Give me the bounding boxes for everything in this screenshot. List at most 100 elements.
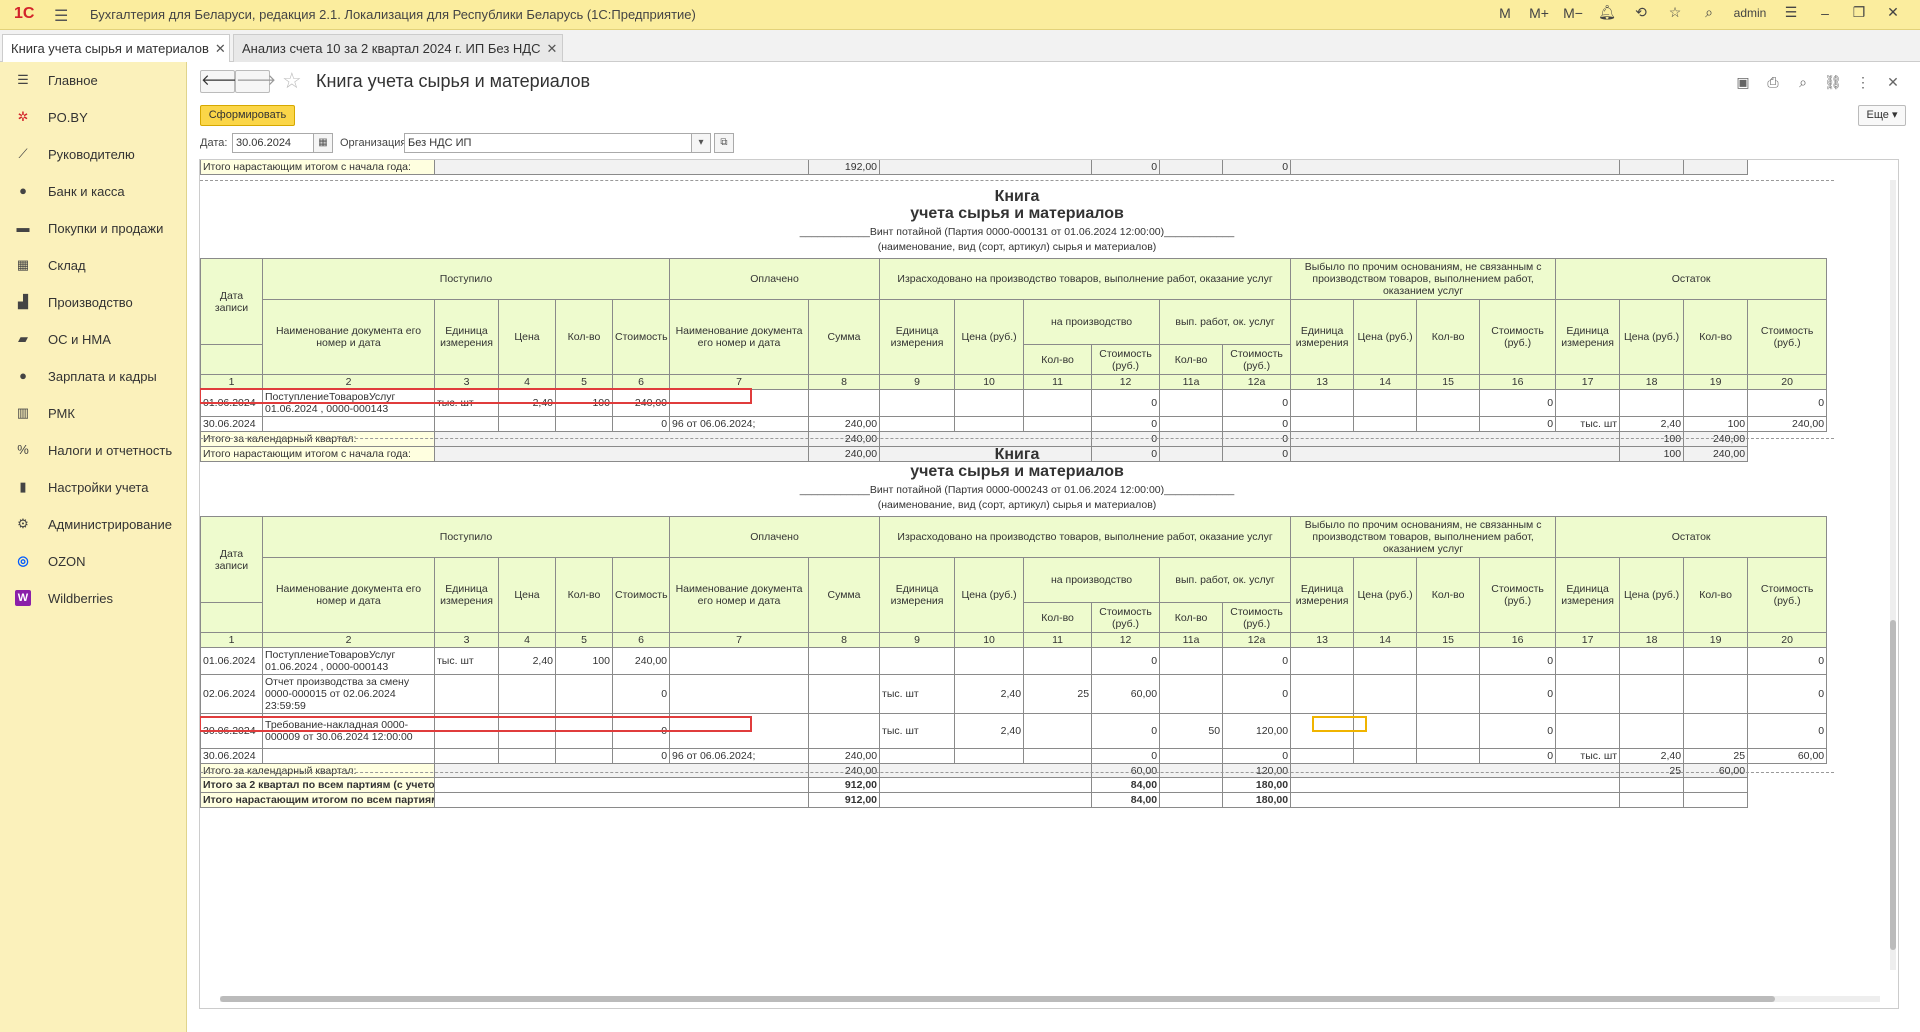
cell[interactable]: [1159, 674, 1224, 714]
cell[interactable]: 0: [1091, 160, 1161, 175]
cell[interactable]: [1619, 674, 1685, 714]
cell[interactable]: [1023, 748, 1093, 764]
cell[interactable]: Отчет производства за смену 0000-000015 …: [262, 674, 435, 714]
cell[interactable]: [1555, 389, 1621, 417]
cell[interactable]: [262, 748, 435, 764]
cell[interactable]: тыс. шт: [879, 674, 956, 714]
cell[interactable]: [1353, 416, 1418, 432]
cell[interactable]: [1683, 674, 1749, 714]
cell[interactable]: 0: [1222, 647, 1292, 675]
cell[interactable]: [434, 416, 499, 432]
cell[interactable]: 0: [1747, 389, 1828, 417]
cell[interactable]: 25: [1619, 763, 1685, 779]
cell[interactable]: 0: [1091, 713, 1161, 749]
memory-minus-button[interactable]: M−: [1563, 4, 1583, 21]
cell[interactable]: 0: [1222, 446, 1292, 462]
cell[interactable]: [1416, 389, 1481, 417]
close-tab-icon[interactable]: ✕: [546, 41, 558, 56]
cell[interactable]: тыс. шт: [1555, 416, 1621, 432]
sidebar-item-director[interactable]: ⟋ Руководителю: [0, 136, 187, 173]
sidebar-item-poby[interactable]: ✲ PO.BY: [0, 99, 187, 136]
cell[interactable]: [1353, 647, 1418, 675]
cell[interactable]: [1353, 389, 1418, 417]
cell[interactable]: [555, 748, 613, 764]
open-icon[interactable]: ⧉: [714, 133, 734, 153]
cell[interactable]: [1416, 416, 1481, 432]
cell[interactable]: [1416, 647, 1481, 675]
settings-menu-icon[interactable]: ☰: [1784, 4, 1798, 20]
cell[interactable]: 0: [1091, 446, 1161, 462]
cell[interactable]: [1683, 777, 1749, 793]
cell[interactable]: [1353, 748, 1418, 764]
cell[interactable]: 0: [1479, 713, 1557, 749]
cell[interactable]: 25: [1023, 674, 1093, 714]
cell[interactable]: 240,00: [808, 416, 881, 432]
cell[interactable]: [669, 674, 810, 714]
cell[interactable]: 240,00: [808, 446, 881, 462]
cell[interactable]: [1416, 748, 1481, 764]
cell[interactable]: 0: [1091, 431, 1161, 447]
cell[interactable]: 84,00: [1091, 792, 1161, 808]
cell[interactable]: тыс. шт: [434, 647, 499, 675]
main-menu-icon[interactable]: ☰: [54, 8, 69, 25]
scroll-thumb[interactable]: [1890, 620, 1896, 950]
link-icon[interactable]: ⛓: [1824, 74, 1842, 90]
horizontal-scrollbar[interactable]: [220, 996, 1880, 1002]
cell[interactable]: [1416, 674, 1481, 714]
cell[interactable]: [434, 748, 499, 764]
cell[interactable]: 50: [1159, 713, 1224, 749]
minimize-icon[interactable]: –: [1821, 4, 1829, 21]
cell[interactable]: 0: [1479, 674, 1557, 714]
cell[interactable]: 96 от 06.06.2024;: [669, 748, 810, 764]
cell[interactable]: [879, 748, 956, 764]
cell[interactable]: [808, 389, 881, 417]
cell[interactable]: [1619, 792, 1685, 808]
cell[interactable]: 0: [1222, 389, 1292, 417]
cell[interactable]: 0: [1091, 647, 1161, 675]
cell[interactable]: 0: [611, 748, 671, 764]
cell[interactable]: 0: [611, 416, 671, 432]
cell[interactable]: [1023, 647, 1093, 675]
cell[interactable]: 60,00: [1091, 674, 1161, 714]
sidebar-item-rmk[interactable]: ▥ РМК: [0, 395, 187, 432]
close-window-icon[interactable]: ✕: [1887, 4, 1899, 20]
cell[interactable]: 180,00: [1222, 777, 1292, 793]
cell[interactable]: [498, 748, 556, 764]
scroll-thumb[interactable]: [220, 996, 1775, 1002]
sidebar-item-production[interactable]: ▟ Производство: [0, 284, 187, 321]
cell[interactable]: 0: [1747, 647, 1828, 675]
cell[interactable]: 84,00: [1091, 777, 1161, 793]
print-icon[interactable]: ⎙: [1767, 74, 1779, 90]
cell[interactable]: [1555, 674, 1621, 714]
sidebar-item-assets[interactable]: ▰ ОС и НМА: [0, 321, 187, 358]
cell[interactable]: [1290, 748, 1355, 764]
cell[interactable]: [1683, 389, 1749, 417]
cell[interactable]: 60,00: [1747, 748, 1828, 764]
cell[interactable]: 100: [555, 647, 613, 675]
cell[interactable]: 0: [1222, 416, 1292, 432]
cell[interactable]: [1290, 389, 1355, 417]
cell[interactable]: [1619, 713, 1685, 749]
cell[interactable]: [498, 416, 556, 432]
cell[interactable]: 240,00: [1683, 446, 1749, 462]
close-icon[interactable]: ✕: [1887, 74, 1899, 90]
cell[interactable]: [669, 647, 810, 675]
sidebar-item-taxes[interactable]: % Налоги и отчетность: [0, 432, 187, 469]
cell[interactable]: 2,40: [954, 674, 1025, 714]
cell[interactable]: [1619, 777, 1685, 793]
cell[interactable]: 0: [1091, 389, 1161, 417]
cell[interactable]: [1683, 792, 1749, 808]
cell[interactable]: 0: [1091, 748, 1161, 764]
close-tab-icon[interactable]: ✕: [214, 41, 226, 56]
cell[interactable]: [879, 416, 956, 432]
cell[interactable]: 120,00: [1222, 713, 1292, 749]
cell[interactable]: 240,00: [808, 431, 881, 447]
cell[interactable]: 0: [1747, 674, 1828, 714]
cell[interactable]: [555, 416, 613, 432]
cell[interactable]: [879, 647, 956, 675]
sidebar-item-salary[interactable]: ● Зарплата и кадры: [0, 358, 187, 395]
cell[interactable]: 0: [1222, 748, 1292, 764]
cell[interactable]: 0: [1222, 160, 1292, 175]
cell[interactable]: 2,40: [1619, 748, 1685, 764]
more-vert-icon[interactable]: ⋮: [1856, 74, 1870, 90]
